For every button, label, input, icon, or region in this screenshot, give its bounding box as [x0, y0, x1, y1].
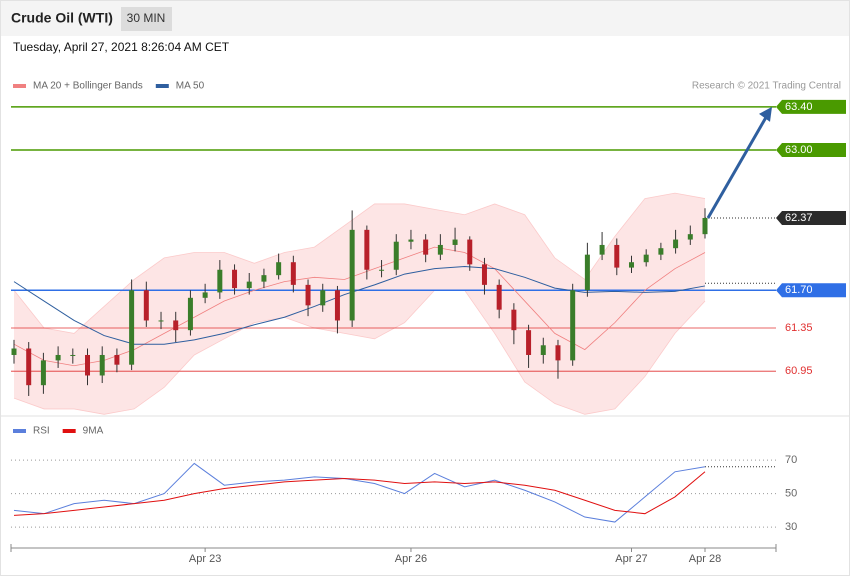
x-tick-label: Apr 27 — [615, 553, 647, 565]
candle-body — [349, 229, 355, 321]
legend-swatch — [13, 429, 26, 433]
candle-body — [511, 309, 517, 331]
candle-body — [173, 320, 179, 331]
level-label: 63.00 — [785, 144, 813, 156]
legend-swatch — [13, 84, 26, 88]
legend-swatch — [62, 429, 76, 433]
candle-body — [143, 290, 149, 321]
candle-body — [334, 290, 340, 321]
candle-body — [496, 284, 502, 310]
candle-body — [658, 248, 664, 255]
candle-body — [290, 262, 296, 285]
level-label: 61.70 — [785, 284, 813, 296]
level-tag — [776, 283, 846, 298]
y-tick-label: 70 — [785, 454, 797, 466]
candle-body — [158, 320, 164, 322]
candle-body — [673, 239, 679, 249]
candle-body — [628, 262, 634, 268]
legend-swatch — [155, 84, 169, 88]
candle-body — [26, 348, 32, 386]
x-tick-label: Apr 23 — [189, 553, 221, 565]
rsi-line — [13, 471, 706, 516]
legend-label: RSI — [33, 426, 50, 437]
candle-body — [614, 244, 620, 268]
candle-body — [481, 264, 487, 285]
candle-body — [423, 239, 429, 255]
interval-badge[interactable] — [121, 7, 172, 31]
candle-body — [570, 290, 576, 361]
bollinger-band — [14, 193, 705, 415]
candle-body — [246, 281, 252, 289]
candle-body — [276, 262, 282, 276]
candle-body — [687, 234, 693, 240]
forecast-arrowhead — [759, 106, 772, 122]
candle-body — [187, 297, 193, 331]
level-tag — [776, 210, 846, 225]
bollinger-lower — [13, 289, 706, 415]
candle-body — [584, 254, 590, 291]
level-tag — [776, 99, 846, 114]
candle-body — [408, 239, 414, 242]
candle-body — [379, 269, 385, 271]
candle-body — [643, 254, 649, 263]
candle-body — [452, 239, 458, 245]
x-tick-label: Apr 26 — [395, 553, 427, 565]
candle-body — [40, 360, 46, 386]
y-tick-label: 50 — [785, 487, 797, 499]
candle-body — [437, 244, 443, 255]
candle-body — [702, 217, 708, 235]
candle-body — [129, 290, 135, 365]
candle-body — [305, 284, 311, 306]
interval-label[interactable]: 30 MIN — [127, 11, 166, 25]
candle-body — [261, 275, 267, 282]
level-label: 61.35 — [785, 322, 813, 334]
candle-body — [599, 244, 605, 255]
candle-body — [364, 229, 370, 270]
legend-label: MA 50 — [176, 81, 205, 92]
rsi-line — [13, 462, 706, 523]
candle-body — [85, 354, 91, 376]
instrument-title: Crude Oil (WTI) — [11, 10, 113, 26]
candle-body — [526, 330, 532, 355]
credit: Research © 2021 Trading Central — [692, 81, 841, 92]
candle-body — [217, 269, 223, 293]
candle-body — [99, 354, 105, 376]
level-label: 63.40 — [785, 101, 813, 113]
level-label: 60.95 — [785, 365, 813, 377]
level-label: 62.37 — [785, 212, 813, 224]
level-tag — [776, 143, 846, 158]
y-tick-label: 30 — [785, 521, 797, 533]
datetime: Tuesday, April 27, 2021 8:26:04 AM CET — [13, 40, 230, 54]
candle-body — [232, 269, 238, 289]
candle-body — [55, 354, 61, 361]
x-tick-label: Apr 28 — [689, 553, 721, 565]
candle-body — [11, 348, 17, 355]
candle-body — [393, 241, 399, 270]
candle-body — [555, 345, 561, 361]
candle-body — [540, 345, 546, 355]
candle-body — [320, 290, 326, 306]
forecast-arrow — [706, 113, 770, 219]
candle-body — [202, 292, 208, 298]
candle-body — [70, 354, 76, 356]
candle-body — [114, 354, 120, 365]
candle-body — [467, 239, 473, 265]
legend-label: 9MA — [83, 426, 104, 437]
legend-label: MA 20 + Bollinger Bands — [33, 81, 143, 92]
